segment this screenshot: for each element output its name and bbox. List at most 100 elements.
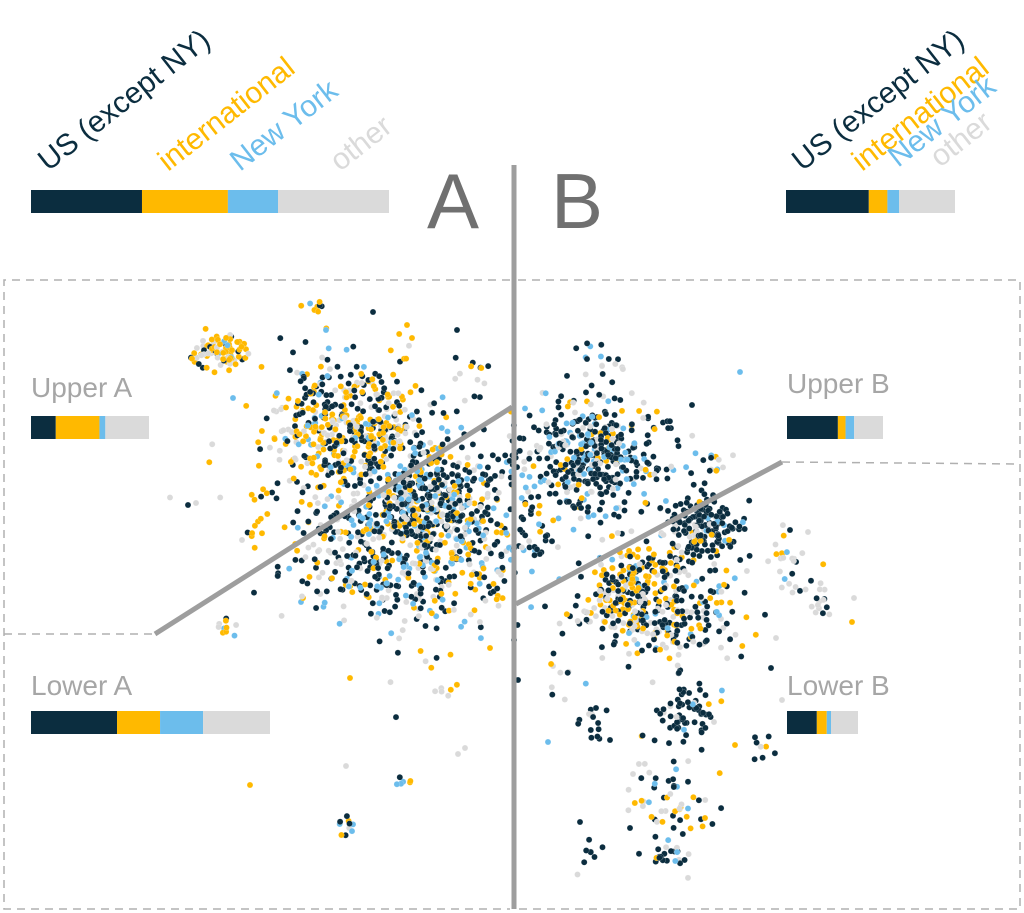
scatter-point — [595, 726, 602, 733]
scatter-point — [666, 418, 674, 425]
scatter-point — [698, 746, 705, 754]
scatter-point — [628, 427, 635, 434]
scatter-point — [625, 489, 632, 497]
scatter-point — [348, 400, 355, 408]
scatter-point — [548, 684, 556, 691]
scatter-point — [408, 411, 416, 419]
scatter-point — [548, 537, 556, 545]
scatter-point — [662, 497, 670, 505]
scatter-point — [666, 655, 673, 662]
scatter-point — [521, 532, 529, 539]
scatter-point — [337, 383, 345, 390]
scatter-point — [605, 398, 612, 405]
scatter-point — [485, 545, 492, 552]
scatter-point — [587, 451, 594, 459]
scatter-point — [573, 448, 580, 455]
scatter-point — [359, 515, 367, 522]
scatter-point — [378, 378, 385, 386]
scatter-point — [289, 349, 297, 356]
scatter-point — [694, 614, 702, 622]
scatter-point — [419, 569, 427, 576]
scatter-point — [789, 589, 796, 596]
scatter-point — [634, 640, 641, 648]
scatter-point — [675, 442, 682, 450]
scatter-point — [334, 363, 341, 371]
scatter-point — [635, 850, 643, 858]
scatter-point — [484, 504, 492, 511]
scatter-point — [402, 430, 409, 437]
scatter-point — [698, 575, 706, 583]
scatter-point — [479, 532, 487, 539]
scatter-point — [622, 449, 629, 456]
scatter-point — [684, 874, 692, 882]
scatter-point — [658, 807, 665, 815]
scatter-point — [321, 503, 329, 510]
scatter-point — [470, 475, 478, 482]
scatter-point — [593, 449, 601, 457]
scatter-point — [625, 629, 633, 637]
scatter-point — [542, 390, 549, 397]
scatter-point — [354, 405, 361, 413]
scatter-point — [444, 435, 451, 443]
scatter-point — [373, 391, 380, 398]
scatter-point — [720, 624, 727, 632]
lower-b-label: Lower B — [787, 670, 890, 701]
scatter-point — [359, 408, 367, 415]
scatter-point — [605, 587, 612, 594]
scatter-point — [193, 344, 201, 352]
scatter-point — [309, 460, 316, 467]
scatter-point — [223, 624, 230, 631]
scatter-point — [644, 585, 651, 592]
scatter-point — [361, 463, 369, 471]
scatter-point — [597, 519, 604, 526]
scatter-point — [431, 492, 439, 500]
scatter-point — [691, 538, 698, 545]
scatter-point — [667, 847, 675, 855]
scatter-point — [591, 460, 599, 468]
scatter-point — [688, 593, 695, 600]
scatter-point — [370, 455, 378, 462]
scatter-point — [298, 593, 306, 600]
scatter-point — [626, 553, 634, 560]
scatter-point — [334, 452, 342, 460]
scatter-point — [718, 588, 725, 595]
scatter-point — [380, 463, 387, 471]
scatter-point — [637, 598, 644, 605]
scatter-point — [335, 487, 342, 494]
scatter-point — [645, 554, 653, 562]
scatter-point — [211, 369, 218, 376]
scatter-point — [624, 456, 631, 463]
scatter-point — [680, 726, 688, 734]
scatter-point — [699, 823, 706, 830]
scatter-point — [638, 611, 646, 618]
scatter-point — [467, 363, 475, 370]
scatter-point — [701, 480, 708, 487]
scatter-point — [702, 724, 709, 732]
scatter-point — [273, 389, 281, 397]
scatter-point — [718, 687, 726, 694]
scatter-point — [366, 395, 374, 403]
scatter-point — [612, 504, 620, 512]
share-bar-upperA-us — [31, 416, 56, 439]
scatter-point — [190, 349, 198, 357]
scatter-point — [354, 442, 361, 450]
scatter-point — [675, 651, 682, 659]
scatter-point — [571, 504, 578, 512]
scatter-point — [592, 704, 600, 712]
scatter-point — [246, 781, 254, 789]
scatter-point — [375, 372, 383, 380]
scatter-point — [549, 691, 556, 698]
scatter-point — [343, 346, 350, 353]
scatter-point — [531, 551, 538, 559]
scatter-point — [741, 525, 748, 533]
scatter-point — [343, 552, 351, 560]
scatter-point — [661, 584, 668, 592]
scatter-point — [351, 448, 359, 455]
scatter-point — [570, 399, 577, 406]
scatter-point — [674, 627, 681, 635]
scatter-point — [700, 456, 707, 464]
scatter-point — [447, 686, 455, 694]
scatter-point — [660, 531, 667, 539]
scatter-point — [535, 455, 543, 462]
scatter-point — [370, 382, 378, 390]
